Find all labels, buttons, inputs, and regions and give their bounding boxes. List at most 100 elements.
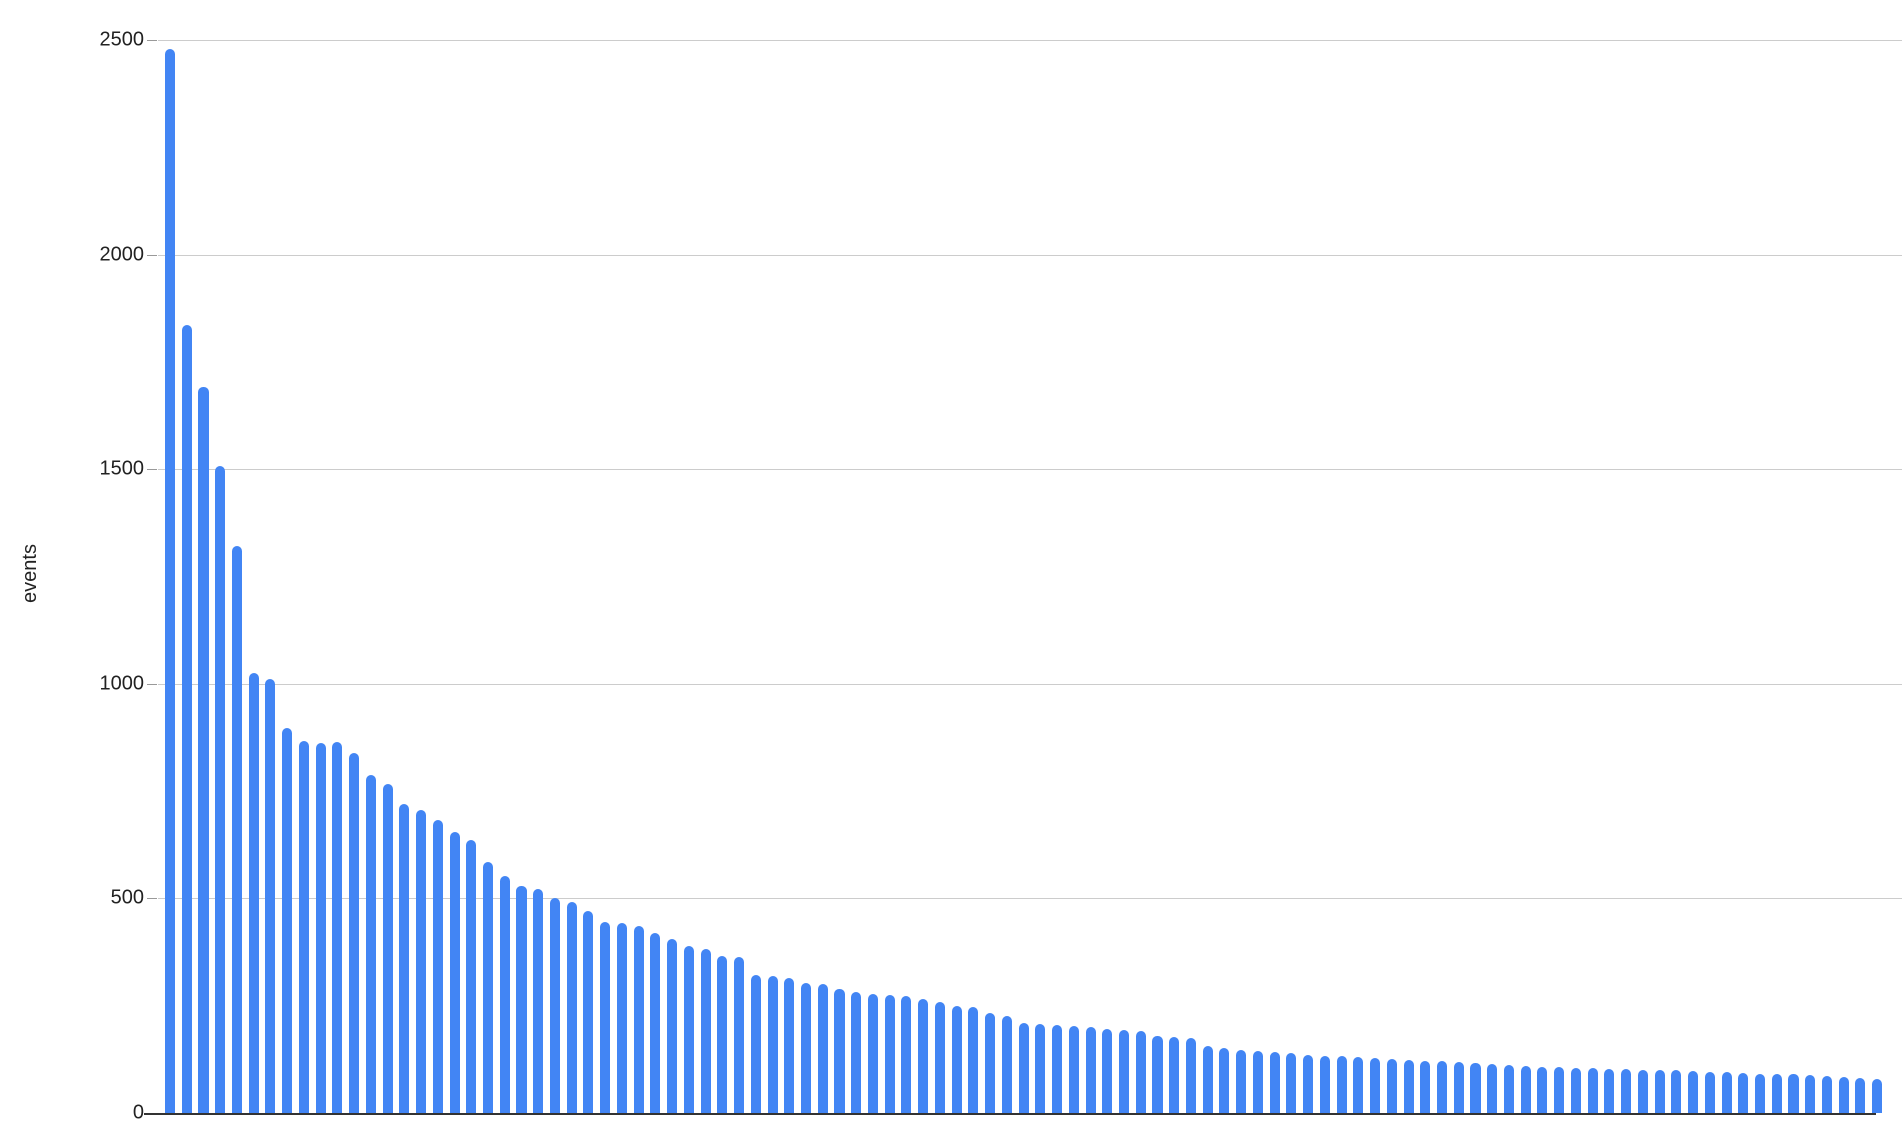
bar[interactable] — [1453, 1062, 1464, 1113]
bar[interactable] — [198, 386, 209, 1113]
bar[interactable] — [416, 810, 427, 1113]
bar[interactable] — [298, 741, 309, 1113]
bar[interactable] — [884, 994, 895, 1113]
bar[interactable] — [1654, 1070, 1665, 1113]
bar[interactable] — [1604, 1069, 1615, 1113]
bar[interactable] — [1755, 1073, 1766, 1113]
bar[interactable] — [1805, 1075, 1816, 1113]
bar[interactable] — [1420, 1060, 1431, 1113]
bar[interactable] — [1570, 1067, 1581, 1113]
bar[interactable] — [483, 862, 494, 1113]
bar[interactable] — [1119, 1029, 1130, 1113]
bar[interactable] — [1185, 1038, 1196, 1113]
bar[interactable] — [1520, 1065, 1531, 1113]
bar[interactable] — [667, 938, 678, 1113]
bar[interactable] — [1855, 1077, 1866, 1113]
bar[interactable] — [1319, 1055, 1330, 1113]
bar[interactable] — [215, 465, 226, 1113]
bar[interactable] — [1704, 1071, 1715, 1113]
bar[interactable] — [583, 911, 594, 1113]
bar[interactable] — [1035, 1023, 1046, 1113]
bar[interactable] — [1437, 1060, 1448, 1113]
bar[interactable] — [265, 678, 276, 1113]
bar[interactable] — [1738, 1072, 1749, 1113]
bar[interactable] — [1152, 1035, 1163, 1113]
bar[interactable] — [834, 988, 845, 1113]
bar[interactable] — [549, 898, 560, 1113]
bar[interactable] — [1169, 1037, 1180, 1113]
bar[interactable] — [181, 325, 192, 1113]
bar[interactable] — [1386, 1058, 1397, 1113]
bar[interactable] — [1303, 1054, 1314, 1113]
bar[interactable] — [918, 998, 929, 1113]
bar[interactable] — [1587, 1068, 1598, 1113]
bar[interactable] — [985, 1013, 996, 1113]
bar[interactable] — [165, 49, 176, 1113]
bar[interactable] — [248, 672, 259, 1113]
bar[interactable] — [700, 949, 711, 1113]
bar[interactable] — [1403, 1059, 1414, 1113]
bar[interactable] — [516, 885, 527, 1113]
bar[interactable] — [1537, 1066, 1548, 1113]
bar[interactable] — [1838, 1076, 1849, 1113]
bar[interactable] — [1018, 1022, 1029, 1113]
bar[interactable] — [1269, 1052, 1280, 1113]
bar[interactable] — [399, 803, 410, 1113]
bar[interactable] — [1252, 1051, 1263, 1113]
bar[interactable] — [382, 784, 393, 1113]
bar[interactable] — [650, 932, 661, 1113]
bar[interactable] — [349, 753, 360, 1113]
bar[interactable] — [365, 774, 376, 1113]
bar[interactable] — [1721, 1071, 1732, 1113]
bar[interactable] — [1219, 1047, 1230, 1113]
bar[interactable] — [1671, 1070, 1682, 1113]
bar[interactable] — [851, 991, 862, 1113]
bar[interactable] — [968, 1007, 979, 1113]
bar[interactable] — [867, 993, 878, 1113]
bar[interactable] — [951, 1005, 962, 1113]
bar[interactable] — [231, 545, 242, 1113]
bar[interactable] — [566, 901, 577, 1113]
bar[interactable] — [1872, 1078, 1883, 1113]
bar[interactable] — [1821, 1076, 1832, 1113]
bar[interactable] — [901, 996, 912, 1113]
bar[interactable] — [1085, 1027, 1096, 1113]
bar[interactable] — [784, 978, 795, 1113]
bar[interactable] — [282, 727, 293, 1113]
bar[interactable] — [449, 832, 460, 1113]
bar[interactable] — [315, 743, 326, 1113]
bar[interactable] — [499, 876, 510, 1113]
bar[interactable] — [817, 984, 828, 1113]
bar[interactable] — [734, 956, 745, 1113]
bar[interactable] — [332, 742, 343, 1113]
bar[interactable] — [1202, 1046, 1213, 1113]
bar[interactable] — [1286, 1052, 1297, 1113]
bar[interactable] — [1637, 1070, 1648, 1113]
bar[interactable] — [1102, 1028, 1113, 1113]
bar[interactable] — [801, 982, 812, 1113]
bar[interactable] — [1336, 1056, 1347, 1113]
bar[interactable] — [1001, 1016, 1012, 1113]
bar[interactable] — [767, 975, 778, 1113]
bar[interactable] — [1554, 1066, 1565, 1113]
bar[interactable] — [1353, 1057, 1364, 1113]
bar[interactable] — [600, 922, 611, 1113]
bar[interactable] — [633, 925, 644, 1113]
bar[interactable] — [1135, 1031, 1146, 1113]
bar[interactable] — [1503, 1064, 1514, 1113]
bar[interactable] — [616, 923, 627, 1113]
bar[interactable] — [432, 820, 443, 1113]
bar[interactable] — [1370, 1058, 1381, 1113]
bar[interactable] — [1487, 1064, 1498, 1113]
bar[interactable] — [717, 955, 728, 1113]
bar[interactable] — [1236, 1050, 1247, 1113]
bar[interactable] — [466, 840, 477, 1113]
bar[interactable] — [750, 974, 761, 1113]
bar[interactable] — [1052, 1024, 1063, 1113]
bar[interactable] — [1788, 1074, 1799, 1113]
bar[interactable] — [1688, 1070, 1699, 1113]
bar[interactable] — [1470, 1063, 1481, 1113]
bar[interactable] — [683, 945, 694, 1113]
bar[interactable] — [1068, 1026, 1079, 1113]
bar[interactable] — [1621, 1069, 1632, 1113]
